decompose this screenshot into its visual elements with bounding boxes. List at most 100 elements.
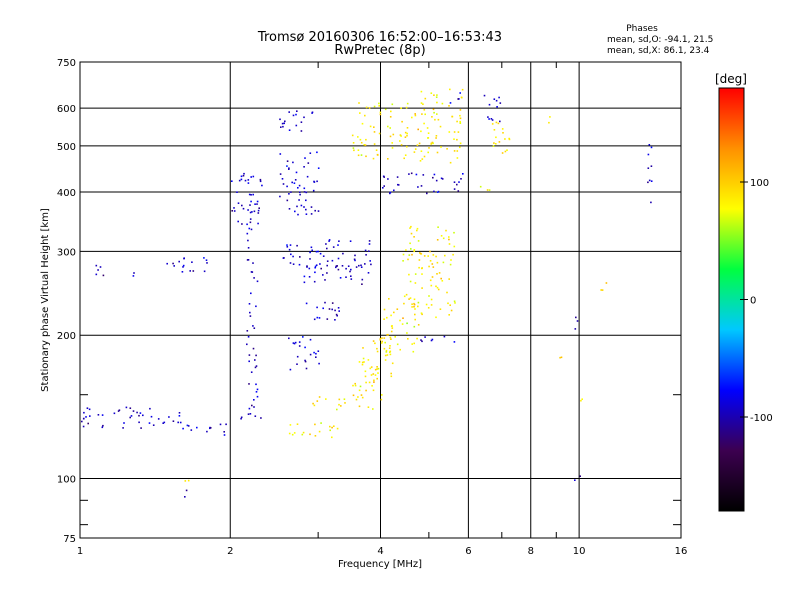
data-point bbox=[259, 180, 262, 183]
data-point bbox=[424, 113, 426, 116]
data-point bbox=[502, 132, 504, 134]
data-point bbox=[399, 319, 401, 322]
data-point bbox=[364, 114, 366, 117]
data-point bbox=[488, 118, 490, 120]
data-point bbox=[548, 121, 550, 124]
data-point bbox=[363, 144, 366, 146]
data-point bbox=[401, 323, 404, 325]
data-point bbox=[453, 231, 455, 234]
data-point bbox=[360, 264, 362, 267]
data-point bbox=[97, 414, 100, 416]
data-point bbox=[298, 341, 301, 343]
data-point bbox=[365, 381, 367, 384]
data-point bbox=[368, 240, 371, 242]
data-point bbox=[298, 184, 301, 187]
data-point bbox=[288, 129, 291, 131]
data-point bbox=[354, 254, 356, 257]
data-point bbox=[360, 394, 363, 396]
data-point bbox=[309, 433, 311, 436]
data-point bbox=[437, 226, 439, 228]
data-point bbox=[453, 300, 456, 303]
data-point bbox=[454, 302, 456, 304]
data-point bbox=[326, 272, 328, 274]
data-point bbox=[95, 273, 98, 276]
data-point bbox=[440, 235, 443, 237]
data-point bbox=[390, 338, 392, 340]
data-point bbox=[376, 368, 378, 370]
data-point bbox=[231, 210, 233, 212]
data-point bbox=[313, 404, 316, 407]
data-point bbox=[457, 131, 460, 133]
y-tick-label: 600 bbox=[57, 104, 76, 115]
data-point bbox=[386, 334, 388, 336]
data-point bbox=[380, 342, 383, 344]
data-point bbox=[414, 114, 417, 117]
data-point bbox=[491, 123, 494, 125]
data-point bbox=[250, 228, 253, 231]
data-point bbox=[435, 137, 437, 139]
data-point bbox=[294, 210, 296, 213]
data-point bbox=[361, 396, 364, 399]
data-point bbox=[381, 394, 383, 396]
data-point bbox=[279, 153, 282, 155]
data-point bbox=[352, 384, 354, 387]
data-point bbox=[322, 255, 325, 257]
data-point bbox=[377, 367, 380, 370]
data-point bbox=[448, 236, 450, 238]
data-point bbox=[318, 362, 320, 365]
data-point bbox=[311, 249, 313, 252]
data-point bbox=[600, 289, 602, 291]
data-point bbox=[349, 240, 352, 242]
data-point bbox=[376, 347, 378, 350]
data-point bbox=[430, 92, 433, 94]
data-point bbox=[295, 171, 298, 174]
data-point bbox=[303, 116, 305, 119]
data-point bbox=[409, 280, 412, 283]
data-point bbox=[310, 246, 313, 249]
data-point bbox=[139, 412, 142, 414]
data-point bbox=[403, 302, 405, 305]
data-point bbox=[311, 112, 313, 114]
data-point bbox=[95, 264, 98, 267]
x-axis: 1 2 4 6 8 10 16 bbox=[77, 62, 687, 557]
data-point bbox=[358, 389, 361, 392]
data-point bbox=[350, 275, 352, 277]
data-point bbox=[427, 137, 430, 139]
data-point bbox=[433, 173, 436, 176]
data-point bbox=[404, 154, 407, 156]
data-point bbox=[408, 254, 411, 256]
data-point bbox=[453, 181, 456, 183]
data-point bbox=[308, 276, 311, 278]
chart-title: Tromsø 20160306 16:52:00–16:53:43 bbox=[257, 30, 502, 45]
data-point bbox=[425, 303, 428, 306]
data-point bbox=[359, 112, 361, 114]
data-point bbox=[403, 157, 405, 160]
data-point bbox=[328, 308, 331, 310]
data-point bbox=[304, 157, 306, 159]
data-point bbox=[431, 116, 433, 118]
data-point bbox=[413, 249, 416, 251]
data-point bbox=[368, 250, 370, 252]
data-point bbox=[436, 94, 438, 96]
colorbar-tick-label: -100 bbox=[750, 413, 773, 424]
data-point bbox=[136, 411, 138, 414]
data-point bbox=[420, 102, 423, 104]
data-point bbox=[324, 301, 326, 304]
data-point bbox=[296, 244, 298, 247]
data-point bbox=[352, 142, 355, 144]
data-point bbox=[428, 147, 430, 149]
data-point bbox=[416, 227, 419, 230]
data-point bbox=[254, 366, 257, 369]
data-point bbox=[397, 184, 400, 186]
data-point bbox=[379, 111, 382, 114]
data-point bbox=[172, 262, 174, 265]
data-point bbox=[380, 398, 383, 401]
data-point bbox=[288, 432, 291, 435]
data-point bbox=[407, 338, 409, 340]
data-point bbox=[498, 141, 501, 143]
data-point bbox=[419, 160, 422, 162]
data-point bbox=[203, 270, 206, 273]
data-point bbox=[324, 279, 326, 281]
data-point bbox=[252, 347, 255, 350]
